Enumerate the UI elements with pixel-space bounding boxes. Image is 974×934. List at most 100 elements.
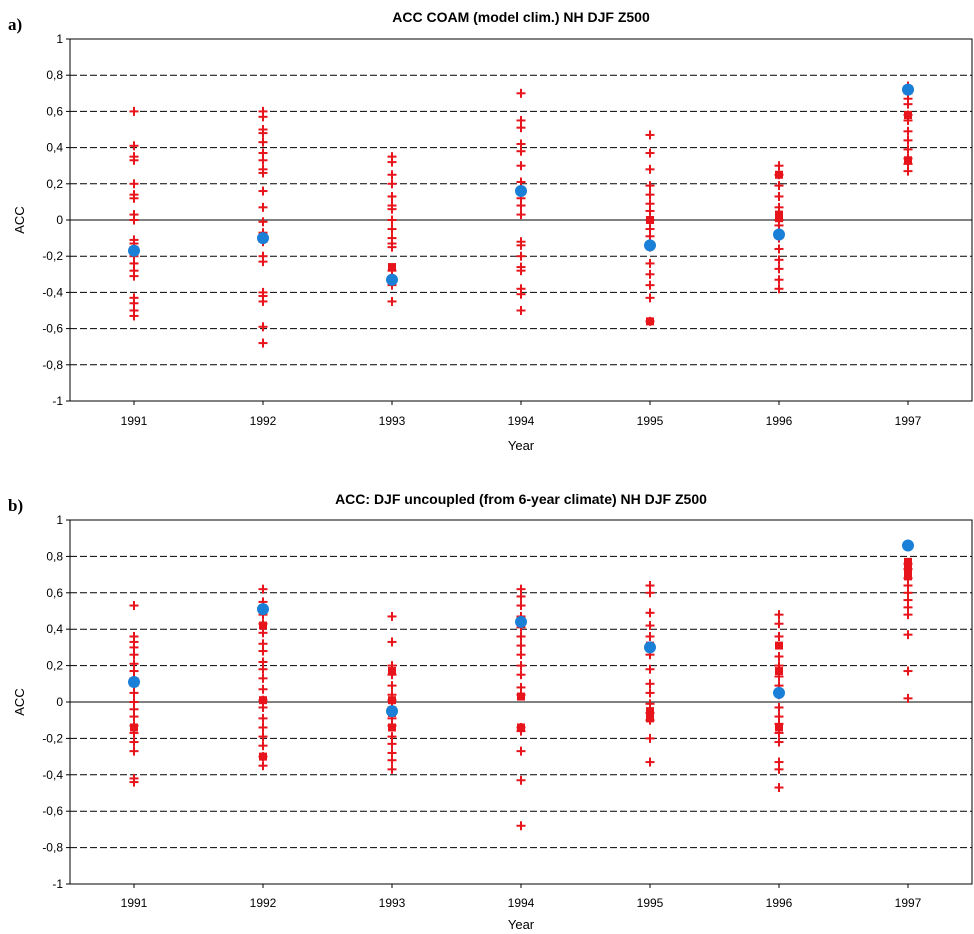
member-plus-point xyxy=(129,601,139,611)
member-plus-point xyxy=(516,251,526,261)
member-plus-point xyxy=(903,666,913,676)
member-plus-point xyxy=(258,257,268,267)
y-tick-label: 0,2 xyxy=(46,659,63,673)
member-plus-point xyxy=(774,161,784,171)
member-plus-point xyxy=(774,619,784,629)
member-plus-point xyxy=(387,739,397,749)
member-plus-point xyxy=(774,610,784,620)
member-plus-point xyxy=(258,761,268,771)
y-tick-label: 0,4 xyxy=(46,141,63,155)
member-plus-point xyxy=(129,746,139,756)
member-plus-point xyxy=(516,650,526,660)
member-square-point xyxy=(388,667,396,676)
ensemble-mean-point xyxy=(644,239,656,252)
member-plus-point xyxy=(258,584,268,594)
member-plus-point xyxy=(258,646,268,656)
ensemble-mean-point xyxy=(128,244,140,257)
x-tick-label: 1992 xyxy=(250,414,277,428)
member-plus-point xyxy=(129,179,139,189)
chart-panel-a: a) ACC COAM (model clim.) NH DJF Z500 -1 -0… xyxy=(8,9,973,453)
x-tick-label: 1994 xyxy=(508,896,535,910)
chart-title: ACC: DJF uncoupled (from 6-year climate)… xyxy=(335,491,707,507)
member-plus-point xyxy=(774,255,784,265)
panel-label: b) xyxy=(8,496,23,515)
member-plus-point xyxy=(774,191,784,201)
member-plus-point xyxy=(387,242,397,252)
y-tick-label: -0,6 xyxy=(42,322,63,336)
member-plus-point xyxy=(516,146,526,156)
y-tick-label: -0,8 xyxy=(42,358,63,372)
member-plus-point xyxy=(129,311,139,321)
member-plus-point xyxy=(258,673,268,683)
member-square-point xyxy=(904,572,912,581)
member-square-point xyxy=(904,156,912,165)
member-square-point xyxy=(646,317,654,326)
member-plus-point xyxy=(258,296,268,306)
x-tick-label: 1993 xyxy=(379,896,406,910)
member-plus-point xyxy=(258,664,268,674)
x-tick-label: 1994 xyxy=(508,414,535,428)
y-tick-label: 0,8 xyxy=(46,549,63,563)
member-plus-point xyxy=(387,191,397,201)
x-tick-label: 1991 xyxy=(121,414,148,428)
member-plus-point xyxy=(774,702,784,712)
member-plus-point xyxy=(129,777,139,787)
ensemble-mean-point xyxy=(902,83,914,96)
ensemble-mean-point xyxy=(773,228,785,241)
y-axis-label: ACC xyxy=(12,688,27,715)
member-square-point xyxy=(904,111,912,120)
member-plus-point xyxy=(129,193,139,203)
member-plus-point xyxy=(258,684,268,694)
member-square-point xyxy=(904,565,912,574)
y-tick-label: -0,2 xyxy=(42,249,63,263)
ensemble-mean-point xyxy=(902,539,914,552)
member-plus-point xyxy=(645,688,655,698)
member-square-point xyxy=(130,723,138,732)
member-plus-point xyxy=(516,661,526,671)
y-tick-label: 0,6 xyxy=(46,104,63,118)
member-plus-point xyxy=(258,702,268,712)
x-tick-label: 1996 xyxy=(766,414,793,428)
member-plus-point xyxy=(774,202,784,212)
member-plus-point xyxy=(129,215,139,225)
member-plus-point xyxy=(645,181,655,191)
member-plus-point xyxy=(387,637,397,647)
member-square-point xyxy=(517,723,525,732)
member-plus-point xyxy=(387,224,397,234)
member-plus-point xyxy=(387,681,397,691)
member-square-point xyxy=(646,216,654,224)
member-plus-point xyxy=(903,126,913,136)
x-tick-label: 1991 xyxy=(121,896,148,910)
y-tick-label: -0,2 xyxy=(42,731,63,745)
panel-label: a) xyxy=(8,15,22,34)
member-plus-point xyxy=(258,155,268,165)
member-plus-point xyxy=(903,144,913,154)
member-plus-point xyxy=(387,179,397,189)
member-plus-point xyxy=(516,177,526,187)
x-tick-label: 1996 xyxy=(766,896,793,910)
x-tick-label: 1997 xyxy=(895,896,922,910)
member-plus-point xyxy=(129,155,139,165)
member-plus-point xyxy=(774,284,784,294)
ensemble-mean-point xyxy=(128,675,140,688)
x-tick-label: 1992 xyxy=(250,896,277,910)
member-plus-point xyxy=(258,732,268,742)
member-square-point xyxy=(388,263,396,272)
member-square-point xyxy=(775,170,783,179)
chart-panel-b: b) ACC: DJF uncoupled (from 6-year climat… xyxy=(8,491,973,932)
member-plus-point xyxy=(516,591,526,601)
ensemble-mean-point xyxy=(773,686,785,699)
member-plus-point xyxy=(516,641,526,651)
member-plus-point xyxy=(258,322,268,332)
member-plus-point xyxy=(516,289,526,299)
member-plus-point xyxy=(516,746,526,756)
member-plus-point xyxy=(129,650,139,660)
member-plus-point xyxy=(516,123,526,133)
member-plus-point xyxy=(645,280,655,290)
member-square-point xyxy=(775,723,783,732)
member-square-point xyxy=(646,714,654,723)
y-tick-label: -1 xyxy=(52,394,63,408)
member-plus-point xyxy=(903,610,913,620)
member-plus-point xyxy=(645,588,655,598)
member-square-point xyxy=(904,557,912,566)
